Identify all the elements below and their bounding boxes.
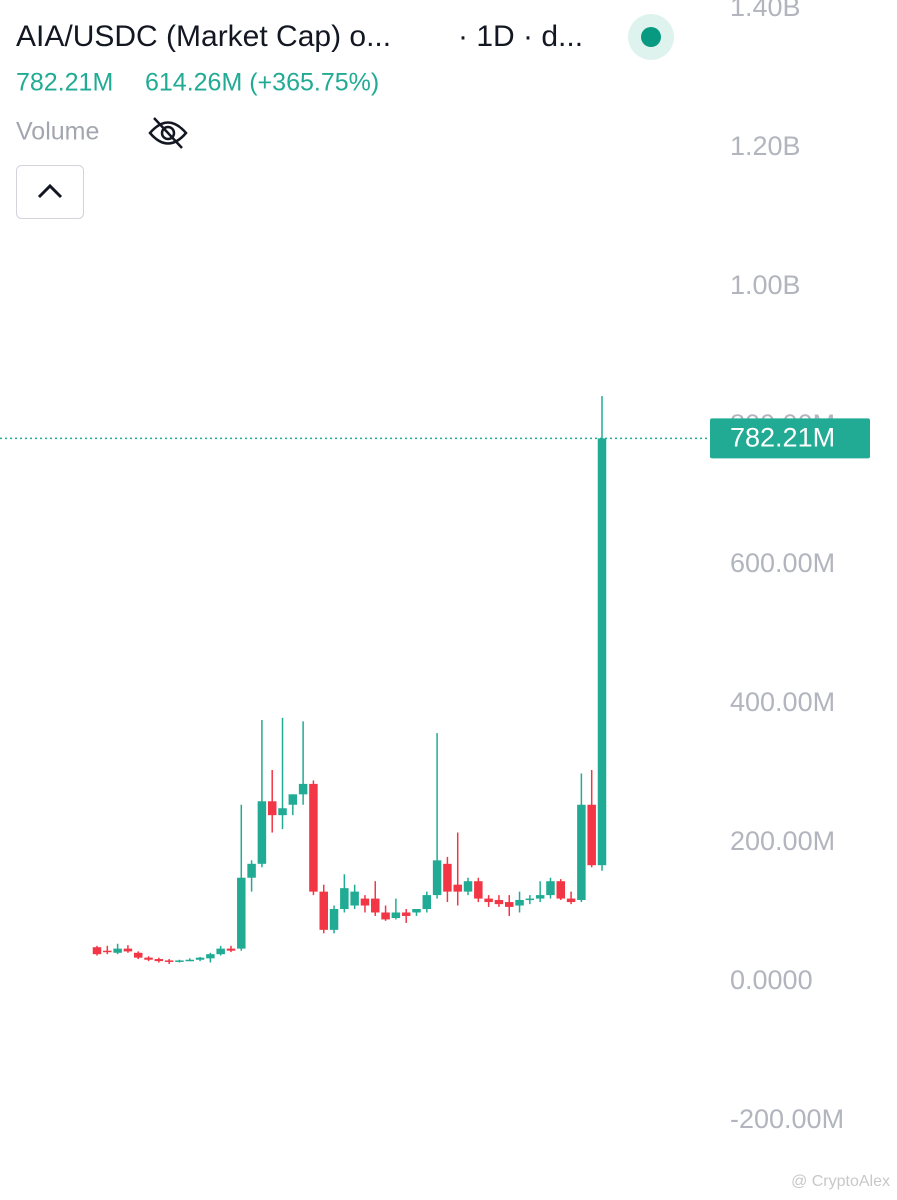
- candle-body: [92, 947, 102, 955]
- watermark: @ CryptoAlex: [791, 1173, 890, 1190]
- y-tick-label: 0.0000: [730, 965, 813, 995]
- y-tick-label: 1.20B: [730, 131, 801, 161]
- volume-label: Volume: [16, 118, 99, 146]
- candle-body: [494, 899, 504, 905]
- candle-body: [597, 438, 607, 866]
- status-dot: [641, 27, 661, 47]
- candle-body: [474, 881, 483, 899]
- y-tick-label: 1.00B: [730, 270, 801, 300]
- candle-body: [164, 960, 174, 962]
- candle-body: [278, 808, 287, 816]
- candle-body: [257, 801, 267, 864]
- candle-body: [175, 960, 184, 962]
- candle-body: [267, 801, 277, 816]
- candle-body: [123, 948, 133, 952]
- candle-body: [381, 912, 390, 920]
- candle-body: [463, 881, 473, 892]
- candle-body: [309, 783, 318, 892]
- price-label: 782.21M: [730, 422, 835, 452]
- candle-body: [133, 952, 143, 958]
- candle-body: [195, 957, 205, 960]
- candle-body: [247, 863, 256, 878]
- candle-body: [453, 884, 462, 892]
- candle-body: [206, 954, 215, 959]
- candle-body: [577, 804, 586, 900]
- candle-body: [556, 881, 566, 899]
- last-value: 782.21M: [16, 69, 113, 97]
- candle-body: [525, 898, 535, 901]
- candle-body: [319, 891, 328, 930]
- candle-body: [504, 902, 514, 907]
- candle-body: [422, 895, 432, 910]
- y-tick-label: 1.40B: [730, 0, 801, 22]
- collapse-button[interactable]: [16, 165, 84, 219]
- candle-body: [587, 804, 596, 866]
- candle-body: [113, 948, 122, 953]
- candle-body: [535, 895, 545, 899]
- change: 614.26M (+365.75%): [145, 69, 379, 97]
- candle-body: [298, 783, 308, 795]
- chart-title: AIA/USDC (Market Cap) o...: [16, 20, 391, 53]
- candle-body: [154, 959, 164, 962]
- candle-body: [371, 898, 380, 913]
- candle-body: [216, 948, 225, 955]
- candle-body: [144, 957, 153, 960]
- candle-body: [546, 881, 555, 896]
- y-tick-label: -200.00M: [730, 1104, 844, 1134]
- candle-body: [391, 912, 401, 919]
- candle-body: [288, 794, 298, 805]
- candle-body: [340, 888, 349, 910]
- candle-body: [484, 898, 493, 903]
- candle-body: [329, 909, 339, 930]
- y-tick-label: 600.00M: [730, 548, 835, 578]
- candle-body: [226, 948, 236, 951]
- candle-body: [103, 950, 112, 953]
- candle-body: [185, 959, 195, 962]
- interval: · 1D · d...: [458, 20, 583, 53]
- candle-body: [401, 912, 411, 916]
- candle-body: [566, 898, 576, 903]
- candle-body: [412, 909, 421, 913]
- candle-body: [515, 899, 524, 906]
- candle-body: [360, 898, 370, 906]
- candle-body: [350, 891, 359, 906]
- hide-icon[interactable]: [148, 117, 188, 149]
- candle-body: [443, 863, 452, 892]
- plot: 1.40B1.20B1.00B800.00M600.00M400.00M200.…: [0, 0, 870, 1134]
- candle-body: [237, 877, 246, 949]
- candle-body: [432, 860, 442, 896]
- y-tick-label: 200.00M: [730, 826, 835, 856]
- y-tick-label: 400.00M: [730, 687, 835, 717]
- price-label-bg: [710, 418, 870, 459]
